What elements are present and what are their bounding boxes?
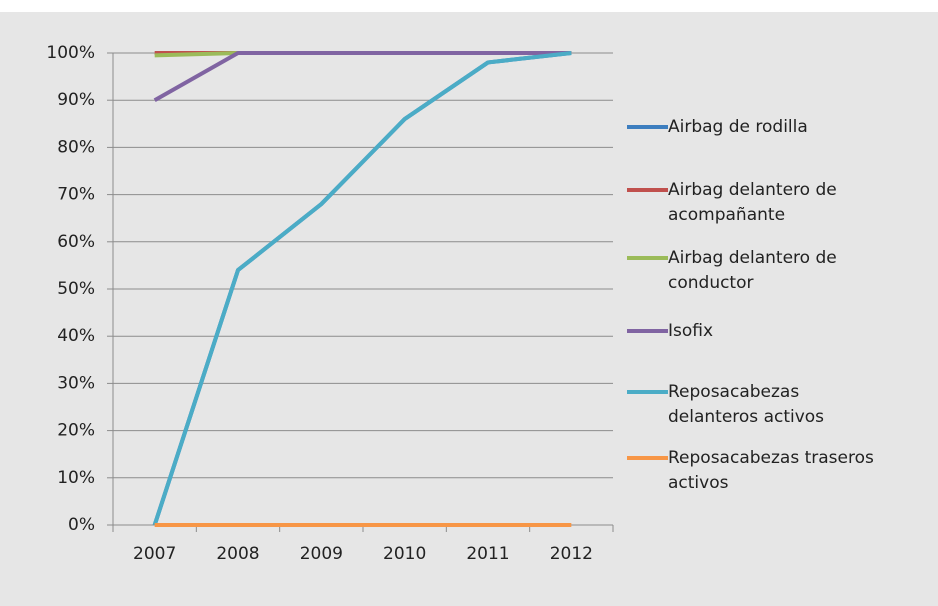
legend-label: Airbag delantero de conductor	[668, 248, 837, 293]
series-line	[152, 51, 572, 526]
legend-item: Reposacabezas delanteros activos	[627, 380, 878, 430]
y-tick-label: 70%	[57, 185, 95, 205]
legend-item: Airbag delantero de conductor	[627, 246, 878, 296]
y-tick-label: 10%	[57, 468, 95, 488]
x-tick-label: 2007	[133, 544, 176, 564]
legend-item: Airbag de rodilla	[627, 115, 878, 140]
y-tick-label: 50%	[57, 279, 95, 299]
legend-swatch	[627, 390, 668, 394]
legend-item: Airbag delantero de acompañante	[627, 178, 878, 228]
x-tick-label: 2008	[216, 544, 259, 564]
legend-swatch	[627, 456, 668, 460]
legend-swatch	[627, 329, 668, 333]
x-tick-label: 2012	[550, 544, 593, 564]
y-tick-label: 40%	[57, 326, 95, 346]
x-tick-label: 2010	[383, 544, 426, 564]
legend-label: Isofix	[668, 321, 714, 341]
legend-item: Isofix	[627, 319, 878, 344]
legend-swatch	[627, 125, 668, 129]
y-tick-label: 100%	[46, 43, 95, 63]
x-tick-label: 2009	[300, 544, 343, 564]
y-tick-label: 30%	[57, 373, 95, 393]
legend-swatch	[627, 256, 668, 260]
legend-swatch	[627, 188, 668, 192]
y-tick-label: 80%	[57, 137, 95, 157]
y-tick-label: 20%	[57, 421, 95, 441]
legend-label: Reposacabezas delanteros activos	[668, 382, 825, 427]
x-tick-label: 2011	[466, 544, 509, 564]
series-line	[153, 51, 572, 102]
legend-label: Airbag de rodilla	[668, 117, 808, 137]
legend-label: Airbag delantero de acompañante	[668, 180, 837, 225]
y-tick-label: 90%	[57, 90, 95, 110]
y-tick-label: 0%	[68, 515, 95, 535]
legend-item: Reposacabezas traseros activos	[627, 446, 878, 496]
legend-label: Reposacabezas traseros activos	[668, 448, 874, 493]
top-bar	[0, 0, 938, 12]
y-tick-label: 60%	[57, 232, 95, 252]
